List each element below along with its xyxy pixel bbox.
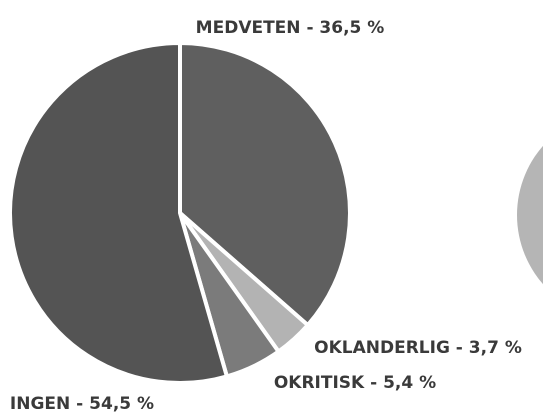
slice-label: OKRITISK - 5,4 % (274, 373, 436, 393)
second-pie (517, 145, 543, 285)
slice-label: INGEN - 54,5 % (10, 394, 154, 414)
labels: MEDVETEN - 36,5 % OKLANDERLIG - 3,7 % OKRI… (10, 18, 522, 414)
pie (8, 41, 352, 385)
slice-label: OKLANDERLIG - 3,7 % (314, 338, 522, 358)
pie-slice (178, 41, 352, 328)
pie-slice (8, 41, 229, 385)
slice-label: MEDVETEN - 36,5 % (196, 18, 385, 38)
